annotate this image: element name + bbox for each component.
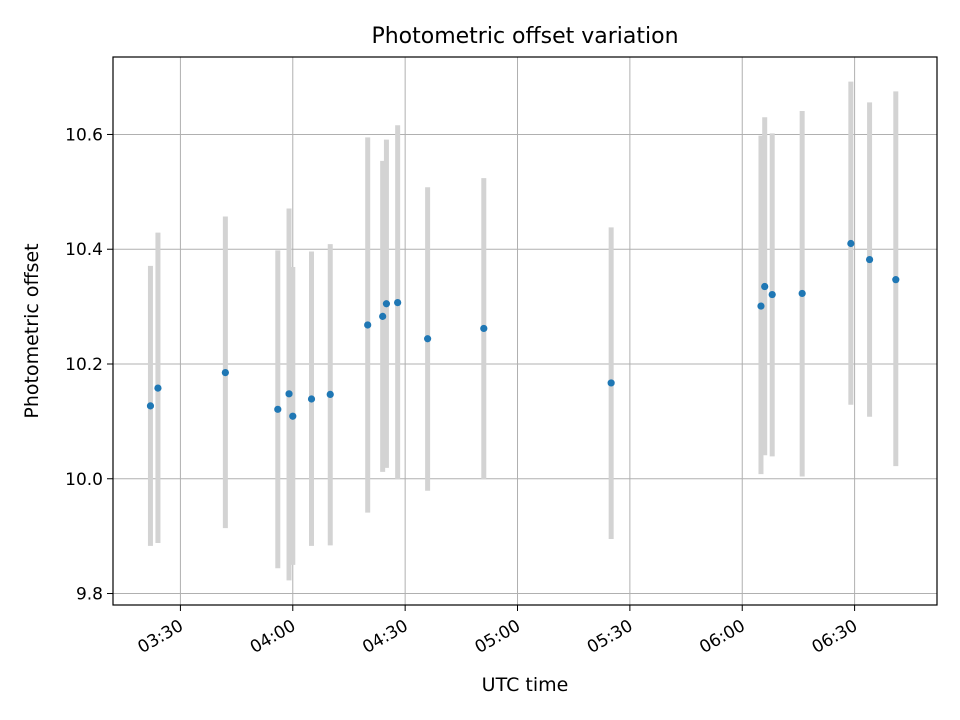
y-tick-label: 10.6 [65, 125, 103, 145]
data-point [285, 390, 293, 398]
data-point [607, 379, 615, 387]
data-point [761, 282, 769, 291]
data-point [892, 276, 900, 284]
y-tick-label: 10.0 [65, 470, 103, 490]
y-tick-label: 9.8 [76, 585, 103, 605]
data-point [307, 395, 316, 403]
y-tick-label: 10.2 [65, 355, 103, 375]
x-axis-label: UTC time [482, 674, 569, 696]
chart-title: Photometric offset variation [371, 24, 678, 49]
plot-frame [112, 56, 938, 606]
data-points [146, 239, 900, 420]
data-point [480, 324, 488, 333]
data-point [865, 255, 874, 264]
data-point [768, 290, 776, 299]
data-point [757, 302, 765, 310]
y-axis-label: Photometric offset [21, 243, 43, 418]
data-point [146, 402, 155, 410]
y-tick-label: 10.4 [65, 240, 103, 260]
data-point [379, 312, 387, 320]
data-point [382, 300, 391, 308]
data-point [274, 405, 282, 413]
data-point [847, 239, 855, 248]
data-point [289, 412, 297, 420]
data-point [424, 335, 432, 343]
data-point [394, 298, 402, 307]
data-point [326, 390, 334, 399]
y-axis-ticks: 9.8 10.0 10.2 10.4 10.6 [65, 125, 113, 605]
data-point [154, 384, 162, 392]
data-point [364, 321, 372, 329]
data-point [221, 369, 229, 377]
data-point [798, 289, 806, 298]
